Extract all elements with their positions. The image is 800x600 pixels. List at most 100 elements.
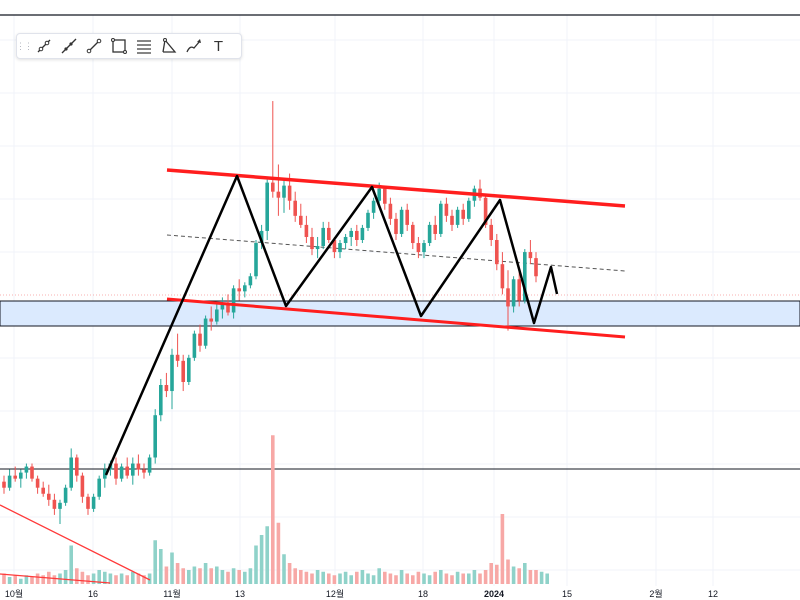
volume-bar bbox=[7, 577, 12, 584]
triangle-pattern-tool-icon[interactable] bbox=[156, 34, 181, 58]
candle-body bbox=[24, 466, 29, 473]
candle-body bbox=[467, 200, 471, 219]
text-tool-icon[interactable]: T bbox=[206, 34, 231, 58]
candle-body bbox=[338, 243, 342, 253]
volume-bar bbox=[86, 575, 90, 584]
volume-bar bbox=[422, 573, 426, 584]
volume-bar bbox=[360, 570, 365, 584]
candle-body bbox=[276, 191, 281, 198]
volume-bar bbox=[517, 568, 521, 584]
ray-tool-icon[interactable] bbox=[56, 34, 81, 58]
volume-bar bbox=[388, 573, 393, 584]
volume-bar bbox=[254, 545, 258, 584]
volume-bar bbox=[495, 564, 499, 584]
volume-bar bbox=[271, 435, 275, 584]
candle-body bbox=[198, 333, 202, 346]
candle-body bbox=[450, 215, 454, 225]
x-tick-label: 18 bbox=[418, 589, 428, 599]
brush-tool-icon[interactable] bbox=[181, 34, 206, 58]
descending-red-line[interactable] bbox=[0, 504, 151, 581]
volume-bar bbox=[209, 568, 213, 584]
volume-bar bbox=[338, 573, 342, 584]
candle-body bbox=[433, 224, 437, 234]
volume-bar bbox=[75, 568, 79, 584]
candle-body bbox=[523, 252, 527, 301]
x-tick-label: 12월 bbox=[326, 588, 344, 599]
volume-bar bbox=[411, 575, 415, 584]
volume-bar bbox=[299, 570, 303, 584]
volume-bar bbox=[24, 575, 29, 584]
candle-body bbox=[164, 385, 169, 392]
candle-body bbox=[192, 333, 197, 358]
x-axis-labels: 10월 16 11월 13 12월 18 2024 15 2월 12 bbox=[5, 588, 718, 599]
candle-body bbox=[75, 457, 79, 476]
channel-lower-line[interactable] bbox=[166, 297, 626, 339]
channel-upper-line[interactable] bbox=[166, 168, 626, 208]
candle-body bbox=[86, 496, 90, 509]
volume-bar bbox=[215, 566, 219, 584]
volume-bar bbox=[455, 571, 460, 584]
descending-red-line-lower[interactable] bbox=[0, 573, 111, 584]
volume-bar bbox=[259, 535, 264, 584]
candle-body bbox=[422, 243, 426, 253]
volume-bar bbox=[433, 571, 437, 584]
candle-body bbox=[282, 185, 286, 198]
candle-body bbox=[310, 236, 314, 250]
volume-bar bbox=[198, 568, 202, 584]
candle-body bbox=[349, 230, 353, 237]
candle-body bbox=[187, 357, 191, 382]
candle-body bbox=[528, 252, 533, 259]
volume-bar bbox=[119, 573, 124, 584]
candle-body bbox=[131, 463, 135, 476]
volume-bar bbox=[523, 563, 527, 584]
volume-bar bbox=[41, 575, 45, 584]
volume-bar bbox=[63, 570, 68, 584]
volume-bar bbox=[439, 570, 443, 584]
candle-body bbox=[327, 227, 331, 240]
candle-body bbox=[209, 318, 213, 322]
candle-body bbox=[489, 224, 493, 240]
candle-body bbox=[30, 466, 34, 479]
zigzag-pattern-line[interactable] bbox=[104, 174, 559, 476]
candle-body bbox=[355, 230, 359, 240]
candle-body bbox=[237, 288, 241, 292]
candle-body bbox=[383, 188, 387, 204]
volume-bar bbox=[125, 575, 129, 584]
candle-body bbox=[371, 200, 376, 213]
x-tick-label: 10월 bbox=[5, 588, 23, 599]
volume-bar bbox=[164, 566, 169, 584]
volume-bar bbox=[534, 570, 538, 584]
volume-bar bbox=[91, 573, 96, 584]
candle-body bbox=[91, 496, 96, 509]
candle-body bbox=[125, 466, 129, 476]
trend-line-tool-icon[interactable] bbox=[31, 34, 56, 58]
segment-tool-icon[interactable] bbox=[81, 34, 106, 58]
candle-body bbox=[159, 385, 163, 416]
volume-bar bbox=[159, 549, 163, 584]
candle-body bbox=[483, 197, 488, 225]
volume-bar bbox=[405, 573, 409, 584]
rectangle-tool-icon[interactable] bbox=[106, 34, 131, 58]
candle-body bbox=[394, 218, 398, 234]
candle-body bbox=[7, 475, 12, 488]
volume-bar bbox=[181, 568, 185, 584]
candle-body bbox=[495, 240, 499, 265]
toolbar-drag-handle[interactable]: ⋮⋮ bbox=[16, 40, 33, 51]
drawing-toolbar: ⋮⋮ T bbox=[16, 33, 242, 59]
volume-bar bbox=[489, 563, 493, 584]
volume-bar bbox=[500, 514, 505, 584]
volume-bar bbox=[30, 577, 34, 584]
text-tool-label: T bbox=[213, 37, 224, 55]
volume-bar bbox=[226, 571, 230, 584]
candle-body bbox=[366, 212, 370, 228]
volume-bar bbox=[315, 570, 320, 584]
candle-body bbox=[19, 472, 23, 479]
fib-tool-icon[interactable] bbox=[131, 34, 156, 58]
candle-body bbox=[455, 209, 460, 225]
support-zone[interactable] bbox=[0, 300, 800, 327]
volume-bar bbox=[528, 570, 533, 584]
volume-bar bbox=[220, 570, 225, 584]
volume-bar bbox=[136, 573, 141, 584]
candle-body bbox=[69, 457, 73, 488]
